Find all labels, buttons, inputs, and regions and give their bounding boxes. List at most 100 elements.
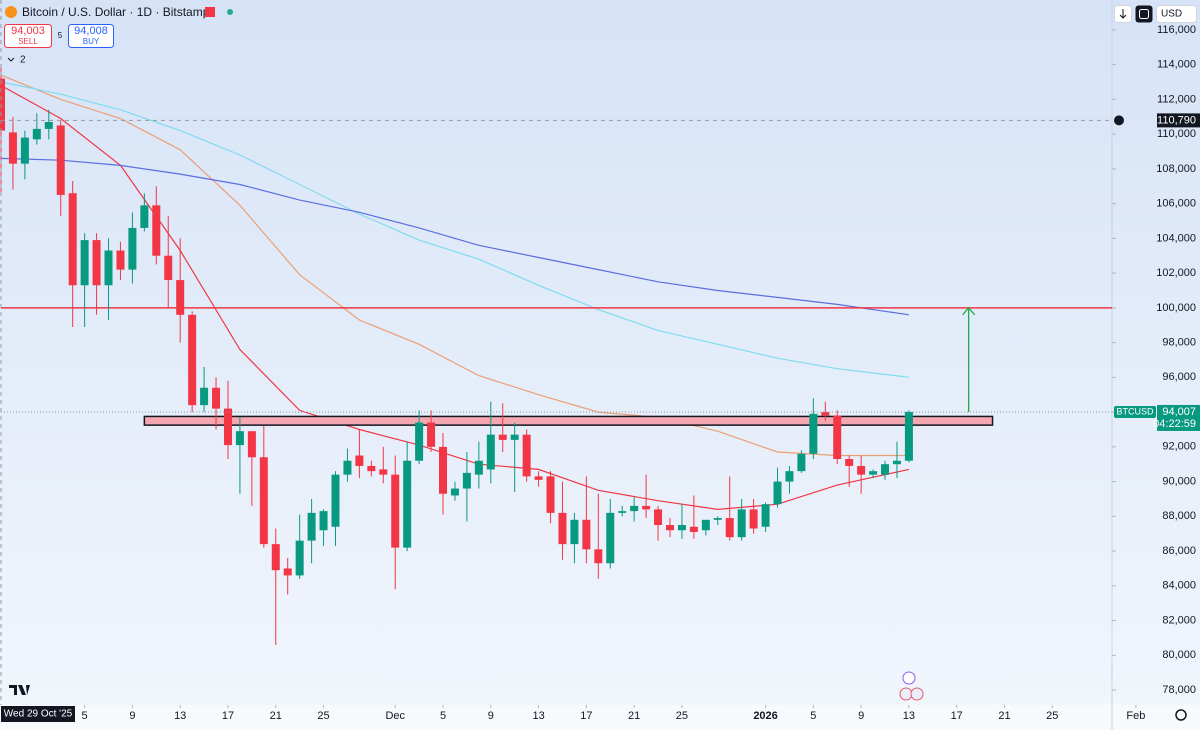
- y-tick-label: 100,000: [1156, 302, 1196, 314]
- candle-body: [773, 481, 782, 505]
- candle-body: [8, 132, 17, 164]
- candle-body: [439, 446, 448, 494]
- candle-body: [474, 460, 483, 475]
- download-icon: [1119, 9, 1127, 19]
- countdown-label: 04:22:59: [1153, 418, 1196, 430]
- y-tick-label: 90,000: [1162, 475, 1196, 487]
- x-tick-label: 9: [488, 710, 494, 722]
- candle-body: [176, 280, 185, 315]
- plot-area: [0, 0, 1112, 705]
- candle-body: [498, 434, 507, 440]
- y-tick-label: 112,000: [1157, 93, 1196, 105]
- candle-body: [761, 504, 770, 527]
- candle-body: [32, 128, 41, 140]
- x-tick-label: 25: [1046, 710, 1058, 722]
- candle-body: [594, 549, 603, 564]
- sync-button[interactable]: [1135, 5, 1153, 23]
- buy-label: BUY: [83, 37, 100, 46]
- sell-button[interactable]: [4, 24, 52, 48]
- candle-body: [379, 469, 388, 475]
- candle-body: [295, 540, 304, 576]
- collapse-icon[interactable]: [7, 57, 15, 62]
- x-tick-label: 5: [440, 710, 446, 722]
- event-flag-icon[interactable]: [899, 687, 913, 701]
- candle-body: [486, 434, 495, 470]
- candle-body: [821, 412, 830, 416]
- x-tick-label: 21: [628, 710, 640, 722]
- sync-icon: [1139, 9, 1149, 19]
- x-tick-label: 17: [951, 710, 963, 722]
- candle-body: [618, 511, 627, 513]
- x-tick-label: 13: [532, 710, 544, 722]
- x-tick-label: 25: [317, 710, 329, 722]
- crosshair-price-label: 110,790: [1157, 114, 1196, 126]
- y-tick-label: 82,000: [1162, 614, 1196, 626]
- candle-body: [403, 460, 412, 548]
- y-tick-label: 108,000: [1156, 163, 1196, 175]
- buy-button[interactable]: [68, 24, 114, 48]
- sell-price: 94,003: [11, 25, 45, 37]
- symbol-title: Bitcoin / U.S. Dollar · 1D · Bitstamp: [22, 5, 210, 19]
- y-tick-label: 80,000: [1162, 649, 1196, 661]
- candle-body: [343, 460, 352, 475]
- tradingview-logo[interactable]: [9, 685, 30, 695]
- y-tick-label: 88,000: [1162, 510, 1196, 522]
- candle-body: [857, 465, 866, 475]
- x-tick-label: Feb: [1126, 710, 1145, 722]
- settings-icon[interactable]: [1175, 709, 1187, 721]
- candle-body: [235, 431, 244, 446]
- event-flag-icon[interactable]: [910, 687, 924, 701]
- candle-body: [785, 471, 794, 482]
- candle-body: [247, 431, 256, 458]
- last-price-tag: [1157, 404, 1200, 431]
- y-tick-label: 96,000: [1162, 371, 1196, 383]
- flag-icon[interactable]: [205, 7, 215, 17]
- candle-body: [104, 250, 113, 286]
- x-tick-label: 5: [82, 710, 88, 722]
- candle-body: [833, 415, 842, 459]
- candle-body: [415, 422, 424, 461]
- bitcoin-icon: [5, 6, 17, 18]
- candle-body: [534, 476, 543, 480]
- candle-body: [904, 411, 913, 461]
- moving-average-line: [0, 84, 910, 511]
- x-tick-label: 17: [222, 710, 234, 722]
- candle-body: [665, 525, 674, 531]
- target-arrow: [962, 306, 976, 413]
- x-tick-label: 21: [270, 710, 282, 722]
- support-zone: [143, 415, 994, 426]
- candle-body: [56, 125, 65, 195]
- x-tick-label: 13: [174, 710, 186, 722]
- time-axis-bar: [0, 705, 1200, 730]
- y-tick-label: 84,000: [1162, 580, 1196, 592]
- candle-body: [200, 387, 209, 406]
- candle-body: [355, 455, 364, 466]
- candle-body: [809, 413, 818, 454]
- last-price-label: 94,007: [1162, 406, 1196, 418]
- candle-body: [892, 460, 901, 465]
- candle-body: [0, 78, 5, 131]
- currency-button[interactable]: [1156, 5, 1197, 23]
- candle-body: [367, 465, 376, 472]
- candle-body: [128, 227, 137, 270]
- y-tick-label: 104,000: [1156, 232, 1196, 244]
- x-tick-label: 5: [810, 710, 816, 722]
- candle-body: [725, 518, 734, 538]
- add-alert-icon[interactable]: [1114, 115, 1124, 126]
- x-tick-label: Dec: [385, 710, 405, 722]
- candle-body: [319, 511, 328, 531]
- x-tick-label: 9: [858, 710, 864, 722]
- y-tick-label: 110,000: [1157, 128, 1196, 140]
- candle-body: [869, 471, 878, 475]
- candle-body: [713, 518, 722, 520]
- y-tick-label: 116,000: [1157, 24, 1196, 36]
- candle-body: [522, 434, 531, 477]
- candle-body: [737, 509, 746, 538]
- event-icon[interactable]: [902, 671, 916, 685]
- x-tick-label: 25: [676, 710, 688, 722]
- candle-body: [68, 193, 77, 286]
- spread: 5: [58, 31, 63, 40]
- candle-body: [427, 422, 436, 447]
